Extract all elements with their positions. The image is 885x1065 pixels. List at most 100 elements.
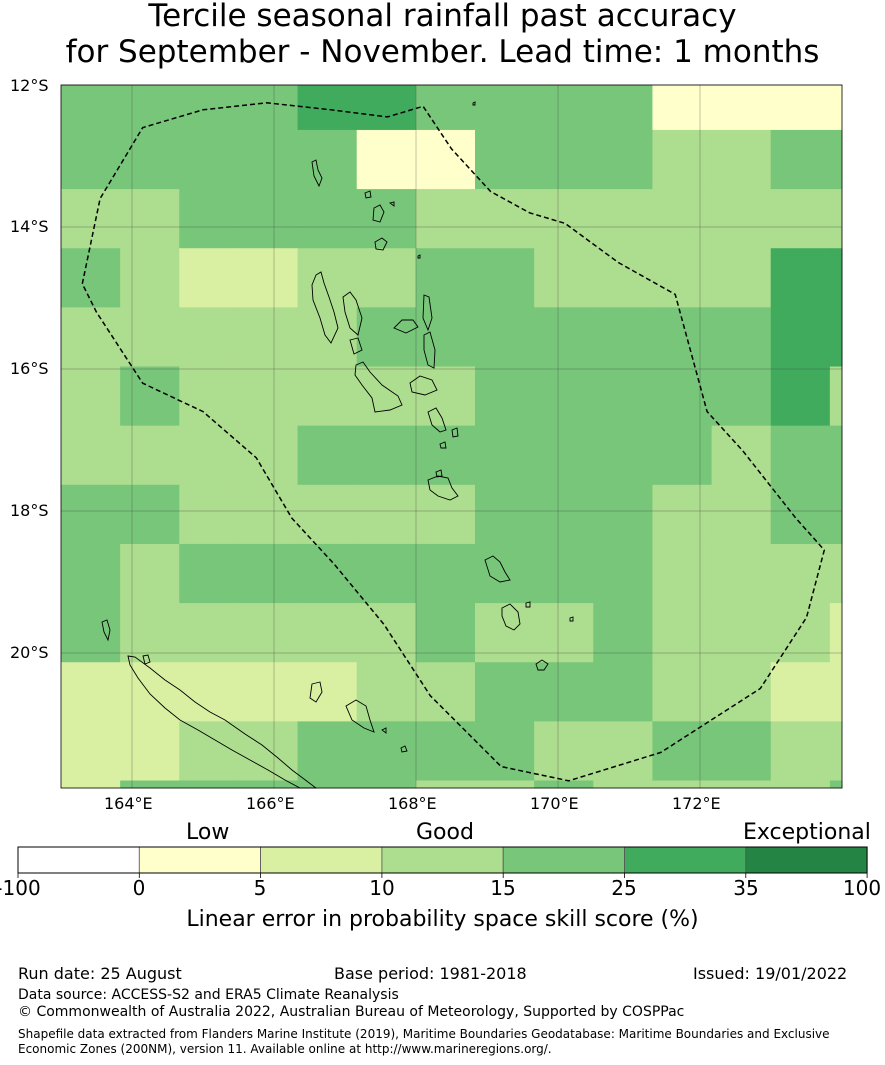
skill-cell — [652, 85, 713, 131]
skill-cell — [711, 307, 772, 368]
island-outline — [311, 271, 339, 344]
skill-cell — [711, 85, 772, 131]
skill-cell — [415, 248, 476, 308]
skill-cell — [534, 129, 594, 190]
lat-label-18s: 18°S — [10, 501, 49, 520]
skill-cell — [238, 129, 299, 190]
skill-cell — [711, 662, 772, 722]
skill-cell — [415, 543, 476, 604]
island-outline — [427, 407, 447, 433]
skill-cell — [61, 662, 121, 722]
island-outline — [423, 331, 436, 369]
skill-cell — [711, 425, 772, 486]
skill-cell — [475, 307, 535, 368]
skill-cell — [475, 248, 535, 308]
skill-cell — [770, 248, 831, 308]
skill-cell — [593, 307, 653, 368]
skill-cell — [593, 248, 653, 308]
skill-cell — [652, 129, 713, 190]
skill-cell — [297, 425, 358, 486]
skill-cell — [652, 603, 713, 663]
island-outline — [309, 681, 323, 703]
skill-cell — [238, 85, 299, 131]
colorbar-swatch — [624, 846, 747, 874]
skill-cell — [829, 543, 843, 604]
island-outline — [354, 361, 403, 413]
skill-cell — [475, 366, 535, 427]
skill-cell — [356, 129, 417, 190]
skill-score-grid — [61, 85, 843, 789]
skill-cell — [475, 85, 535, 131]
skill-cell — [534, 307, 594, 368]
skill-cell — [829, 85, 843, 131]
skill-cell — [829, 721, 843, 782]
skill-cell — [238, 780, 299, 789]
skill-cell — [829, 662, 843, 722]
skill-cell — [652, 248, 713, 308]
skill-cell — [415, 721, 476, 782]
skill-cell — [593, 425, 653, 486]
skill-cell — [238, 189, 299, 249]
copyright: © Commonwealth of Australia 2022, Austra… — [18, 1004, 685, 1020]
colorbar-swatch — [138, 846, 262, 874]
skill-cell — [593, 721, 653, 782]
lon-label-164e: 164°E — [104, 794, 153, 813]
skill-cell — [534, 721, 594, 782]
skill-cell — [179, 129, 239, 190]
skill-cell — [652, 721, 713, 782]
skill-cell — [297, 543, 358, 604]
island-outline — [472, 101, 476, 106]
skill-cell — [179, 543, 239, 604]
skill-cell — [475, 721, 535, 782]
island-outline — [101, 619, 111, 642]
skill-cell — [120, 543, 180, 604]
colorbar-tick: 35 — [733, 876, 759, 900]
skill-cell — [238, 248, 299, 308]
skill-cell — [829, 425, 843, 486]
skill-cell — [179, 484, 239, 545]
skill-cell — [593, 129, 653, 190]
skill-cell — [770, 425, 831, 486]
skill-cell — [475, 425, 535, 486]
island-outline — [569, 616, 574, 622]
skill-cell — [711, 721, 772, 782]
colorbar-tick: 15 — [490, 876, 516, 900]
skill-cell — [297, 662, 358, 722]
colorbar-swatch — [260, 846, 383, 874]
skill-cell — [475, 780, 535, 789]
island-outline — [435, 469, 443, 478]
skill-cell — [238, 603, 299, 663]
skill-cell — [415, 662, 476, 722]
island-outline — [535, 659, 549, 671]
colorbar-tick: 0 — [132, 876, 146, 900]
island-outline — [311, 159, 323, 188]
map-frame — [60, 84, 843, 789]
colorbar-tick: 25 — [611, 876, 637, 900]
skill-cell — [770, 721, 831, 782]
island-outline — [374, 237, 388, 251]
skill-cell — [652, 425, 713, 486]
skill-cell — [770, 543, 831, 604]
skill-cell — [475, 662, 535, 722]
lon-label-170e: 170°E — [530, 794, 579, 813]
island-outline — [142, 654, 151, 665]
colorbar-category-exceptional: Exceptional — [743, 820, 871, 845]
skill-cell — [61, 721, 121, 782]
skill-cell — [356, 189, 417, 249]
colorbar — [17, 846, 868, 878]
skill-cell — [238, 366, 299, 427]
skill-cell — [534, 662, 594, 722]
skill-cell — [711, 248, 772, 308]
skill-cell — [534, 85, 594, 131]
skill-cell — [415, 603, 476, 663]
skill-cell — [534, 603, 594, 663]
skill-cell — [120, 129, 180, 190]
skill-cell — [238, 484, 299, 545]
skill-cell — [415, 425, 476, 486]
skill-cell — [415, 780, 476, 789]
skill-cell — [415, 129, 476, 190]
skill-cell — [415, 366, 476, 427]
skill-cell — [829, 366, 843, 427]
lon-label-166e: 166°E — [246, 794, 295, 813]
